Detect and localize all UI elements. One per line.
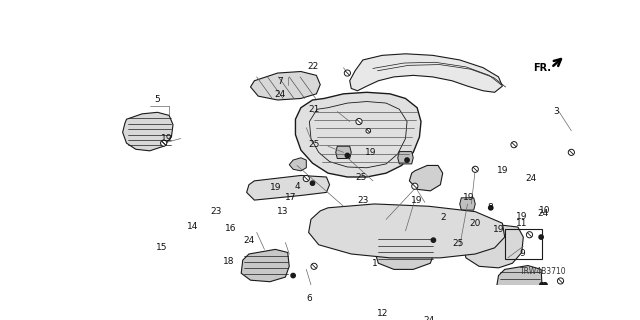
Circle shape bbox=[345, 153, 349, 157]
Text: 19: 19 bbox=[497, 165, 508, 175]
Text: FR.: FR. bbox=[533, 63, 551, 73]
Polygon shape bbox=[397, 152, 413, 164]
Text: 19: 19 bbox=[516, 212, 527, 221]
Circle shape bbox=[356, 118, 362, 124]
Text: 8: 8 bbox=[488, 203, 493, 212]
Polygon shape bbox=[460, 198, 476, 210]
Circle shape bbox=[488, 206, 493, 210]
Text: 20: 20 bbox=[470, 219, 481, 228]
Text: 18: 18 bbox=[223, 257, 234, 266]
Circle shape bbox=[526, 293, 532, 300]
Text: 10: 10 bbox=[540, 206, 551, 215]
Text: 4: 4 bbox=[294, 182, 300, 191]
Circle shape bbox=[472, 166, 478, 172]
Text: 9: 9 bbox=[519, 250, 525, 259]
Text: 5: 5 bbox=[155, 95, 161, 105]
Polygon shape bbox=[250, 71, 320, 100]
Text: 25: 25 bbox=[355, 172, 366, 181]
Polygon shape bbox=[241, 249, 289, 282]
Circle shape bbox=[310, 181, 315, 185]
Text: 1: 1 bbox=[372, 259, 378, 268]
Text: 25: 25 bbox=[452, 239, 464, 248]
Bar bbox=[505, 229, 542, 259]
Text: 24: 24 bbox=[538, 210, 549, 219]
Polygon shape bbox=[349, 54, 502, 92]
Polygon shape bbox=[463, 225, 524, 268]
Circle shape bbox=[568, 149, 575, 156]
Polygon shape bbox=[246, 175, 330, 200]
Polygon shape bbox=[289, 158, 307, 171]
Text: 24: 24 bbox=[275, 90, 285, 99]
Circle shape bbox=[161, 140, 167, 146]
Text: 12: 12 bbox=[376, 309, 388, 318]
Text: 19: 19 bbox=[463, 193, 475, 202]
Text: TRW4B3710: TRW4B3710 bbox=[520, 267, 566, 276]
Text: 7: 7 bbox=[277, 77, 283, 86]
Text: 13: 13 bbox=[277, 207, 289, 216]
Circle shape bbox=[557, 278, 564, 284]
Circle shape bbox=[511, 141, 517, 148]
Circle shape bbox=[405, 158, 409, 162]
Text: 19: 19 bbox=[269, 183, 281, 192]
Circle shape bbox=[291, 273, 295, 278]
Circle shape bbox=[526, 232, 532, 238]
Polygon shape bbox=[336, 146, 351, 158]
Circle shape bbox=[311, 263, 317, 269]
Text: 11: 11 bbox=[516, 219, 527, 228]
Text: 15: 15 bbox=[156, 243, 167, 252]
Text: 23: 23 bbox=[357, 196, 369, 204]
Circle shape bbox=[202, 310, 252, 320]
Text: 22: 22 bbox=[307, 62, 318, 71]
Text: 25: 25 bbox=[308, 140, 320, 149]
Circle shape bbox=[540, 283, 544, 287]
Text: 2: 2 bbox=[440, 213, 445, 222]
Polygon shape bbox=[308, 204, 505, 258]
Text: 19: 19 bbox=[412, 196, 423, 204]
Text: 24: 24 bbox=[525, 174, 537, 183]
Polygon shape bbox=[260, 296, 288, 316]
Circle shape bbox=[344, 70, 351, 76]
Text: 21: 21 bbox=[308, 105, 320, 114]
Polygon shape bbox=[406, 291, 499, 320]
Circle shape bbox=[366, 129, 371, 133]
Text: 3: 3 bbox=[554, 107, 559, 116]
Text: 23: 23 bbox=[210, 207, 221, 216]
Circle shape bbox=[303, 175, 309, 182]
Circle shape bbox=[431, 238, 436, 242]
Polygon shape bbox=[296, 92, 421, 177]
Polygon shape bbox=[374, 234, 435, 269]
Text: 19: 19 bbox=[365, 148, 376, 157]
Polygon shape bbox=[497, 266, 542, 297]
Text: 19: 19 bbox=[493, 225, 504, 234]
Text: 14: 14 bbox=[187, 222, 198, 231]
Circle shape bbox=[264, 312, 268, 316]
Text: 6: 6 bbox=[307, 294, 312, 303]
Circle shape bbox=[539, 235, 543, 239]
Polygon shape bbox=[179, 292, 280, 320]
Polygon shape bbox=[123, 112, 173, 151]
Text: 17: 17 bbox=[285, 193, 296, 202]
Text: 24: 24 bbox=[243, 236, 255, 245]
Circle shape bbox=[162, 141, 165, 145]
Text: 24: 24 bbox=[423, 316, 435, 320]
Circle shape bbox=[161, 140, 166, 146]
Circle shape bbox=[543, 283, 547, 287]
Circle shape bbox=[412, 183, 418, 189]
Text: 19: 19 bbox=[161, 134, 173, 143]
Polygon shape bbox=[410, 165, 443, 191]
Text: 16: 16 bbox=[225, 224, 237, 233]
Circle shape bbox=[262, 314, 267, 318]
